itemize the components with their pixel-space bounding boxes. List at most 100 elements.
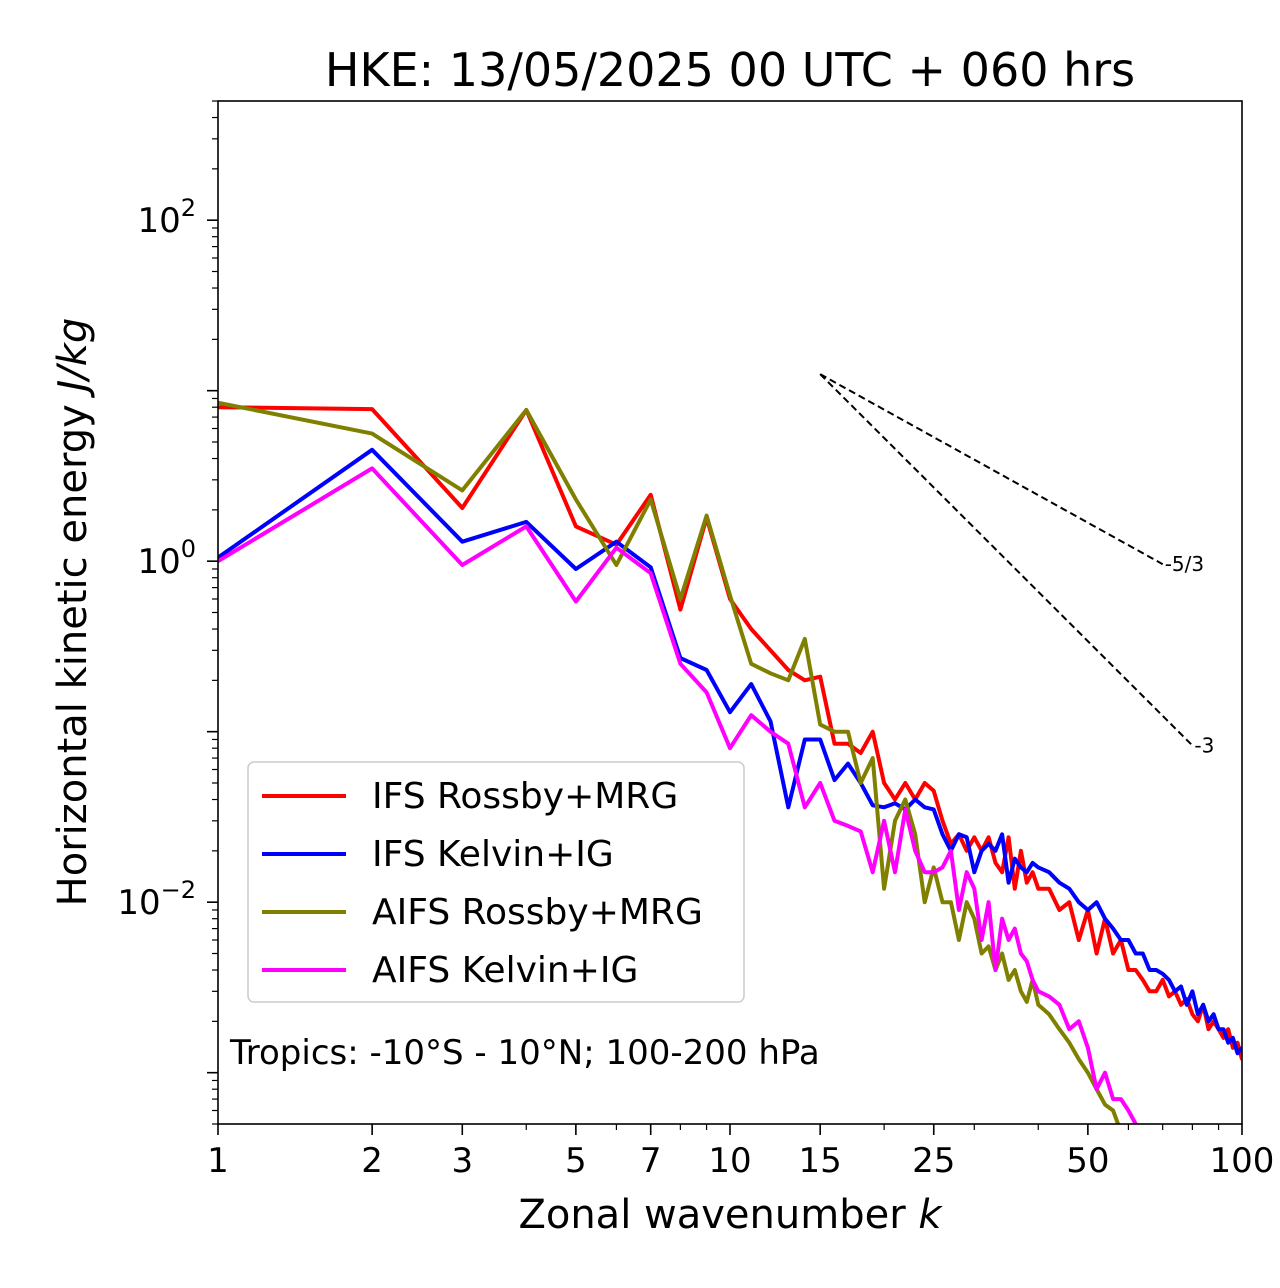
series-1-point — [803, 678, 807, 682]
series-line-2 — [218, 447, 1242, 1056]
series-4-point — [705, 690, 709, 695]
series-3-point — [893, 819, 897, 823]
series-4-point — [1000, 917, 1004, 921]
series-2-point — [1179, 984, 1183, 989]
series-2-point — [460, 540, 464, 544]
series-3-point — [859, 781, 863, 785]
series-2-point — [980, 849, 984, 853]
legend-label: IFS Kelvin+IG — [372, 834, 614, 875]
series-1-point — [1019, 849, 1023, 853]
series-4-point — [649, 571, 653, 575]
series-2-point — [1077, 900, 1081, 904]
series-3-point — [903, 797, 907, 802]
series-2-point — [1111, 927, 1115, 931]
reference-slope-line-2 — [819, 373, 1194, 747]
series-1-point — [1141, 978, 1145, 982]
series-3-point — [460, 488, 464, 492]
series-3-point — [803, 637, 807, 641]
series-4-point — [987, 900, 991, 904]
series-3-point — [932, 865, 936, 870]
legend-label: IFS Rossby+MRG — [372, 776, 678, 817]
series-2-point — [972, 870, 976, 874]
series-4-point — [749, 713, 753, 717]
series-1-point — [818, 675, 822, 679]
series-1-point — [871, 730, 875, 734]
series-1-point — [1111, 951, 1115, 956]
series-2-point — [1095, 900, 1099, 904]
series-1-point — [832, 742, 837, 746]
series-4-point — [1126, 1108, 1130, 1113]
chart-title: HKE: 13/05/2025 00 UTC + 060 hrs — [325, 43, 1135, 97]
series-2-point — [803, 737, 807, 742]
series-3-point — [728, 593, 732, 598]
series-4-point — [846, 824, 850, 828]
series-4-point — [574, 599, 578, 604]
x-axis-ticks: 1 2 3 5 7 10 15 25 50 100 — [207, 1124, 1274, 1181]
series-2-point — [832, 778, 837, 782]
series-2-point — [987, 842, 991, 846]
series-4-point — [728, 746, 732, 750]
series-2-point — [1148, 968, 1152, 972]
series-4-point — [818, 781, 822, 785]
x-tick-label: 25 — [912, 1141, 955, 1181]
series-1-point — [786, 668, 790, 672]
series-4-point — [1095, 1087, 1099, 1091]
series-1-point — [370, 407, 374, 411]
series-2-point — [1013, 857, 1017, 861]
series-1-point — [1134, 968, 1138, 972]
series-layer — [218, 400, 1242, 1163]
series-3-point — [1111, 1108, 1115, 1113]
series-4-point — [1111, 1097, 1115, 1101]
legend-box — [247, 761, 745, 1003]
series-4-point — [524, 524, 528, 529]
series-3-point — [705, 514, 709, 518]
series-2-point — [1134, 951, 1138, 956]
series-2-point — [1103, 917, 1107, 921]
series-1-point — [1226, 1027, 1230, 1031]
series-2-point — [965, 835, 969, 839]
series-2-point — [1161, 972, 1165, 976]
series-2-point — [524, 520, 528, 524]
series-2-point — [1190, 989, 1194, 993]
series-1-point — [1077, 938, 1081, 942]
series-4-point — [913, 849, 917, 853]
series-2-point — [1126, 938, 1130, 942]
series-1-point — [1000, 870, 1004, 874]
series-1-point — [1067, 900, 1071, 904]
series-2-point — [1221, 1027, 1226, 1031]
series-2-point — [1173, 989, 1177, 993]
y-tick-label: 10−2 — [117, 876, 196, 923]
series-2-point — [1185, 1003, 1189, 1007]
series-2-point — [649, 565, 653, 569]
series-2-point — [705, 668, 709, 672]
series-3-point — [1007, 978, 1011, 982]
series-4-point — [1141, 1139, 1144, 1142]
series-1-point — [460, 506, 464, 510]
series-2-point — [1119, 938, 1123, 942]
series-2-point — [1047, 870, 1051, 874]
series-4-point — [1077, 1019, 1081, 1023]
series-4-point — [893, 870, 897, 874]
series-3-point — [1036, 1003, 1040, 1007]
series-2-point — [1141, 951, 1145, 956]
series-1-point — [1154, 989, 1158, 993]
series-3-point — [768, 671, 773, 675]
series-3-point — [980, 951, 984, 956]
series-3-point — [818, 723, 822, 727]
series-4-point — [859, 829, 863, 834]
series-2-point — [1217, 1027, 1221, 1031]
series-3-point — [678, 597, 683, 601]
y-axis-label: Horizontal kinetic energy J/kg — [50, 318, 96, 907]
series-1-point — [1196, 1019, 1200, 1023]
series-1-point — [1148, 989, 1152, 993]
series-4-point — [993, 968, 998, 972]
series-4-point — [1007, 938, 1011, 942]
series-1-point — [574, 524, 578, 529]
series-2-point — [1000, 832, 1004, 836]
series-4-point — [1013, 927, 1017, 931]
series-1-point — [1047, 887, 1051, 891]
series-4-point — [1019, 951, 1023, 956]
series-1-point — [1095, 951, 1099, 956]
series-3-point — [1127, 1160, 1130, 1163]
